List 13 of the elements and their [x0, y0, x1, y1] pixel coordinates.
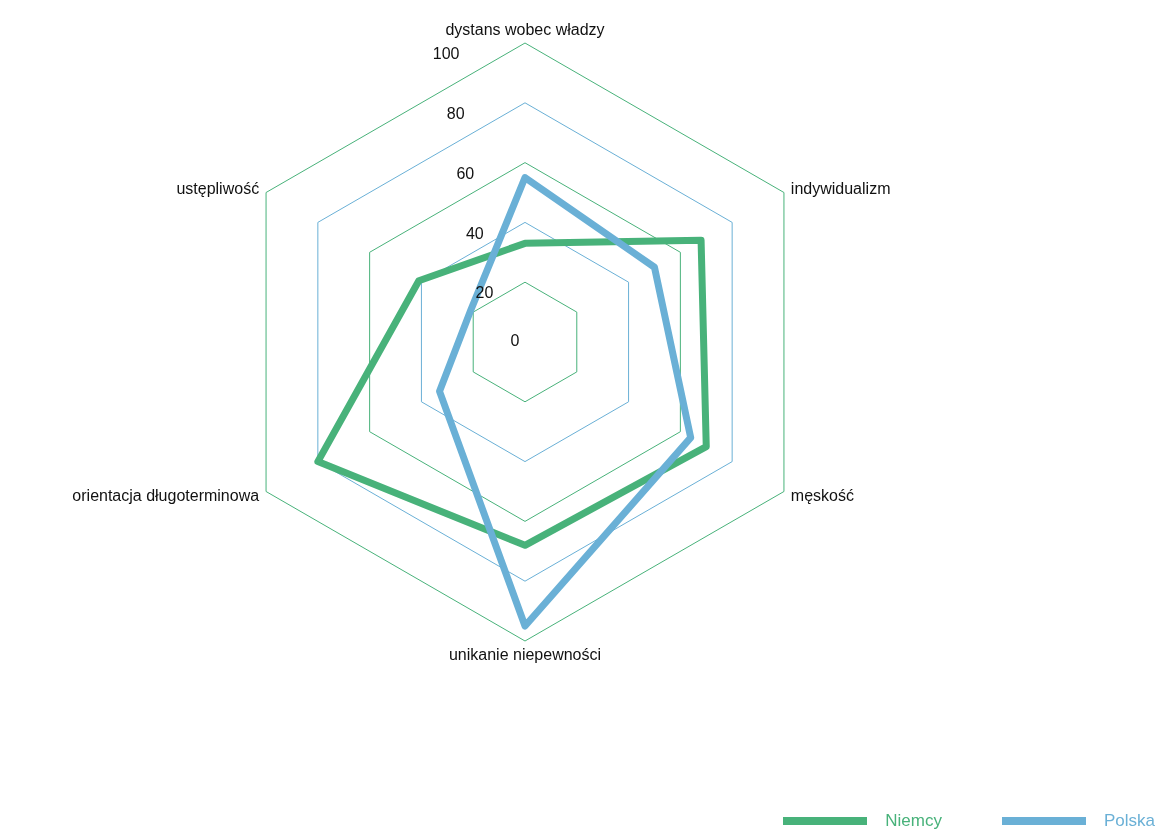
spoke-label: dystans wobec władzy [445, 21, 605, 38]
y-tick-label: 0 [510, 332, 520, 350]
y-tick-label: 60 [456, 164, 475, 182]
y-tick-label: 80 [446, 105, 465, 123]
spoke-label: unikanie niepewności [448, 646, 602, 664]
spoke-label: orientacja długoterminowa [72, 487, 260, 505]
y-tick-label: 100 [432, 45, 460, 63]
legend-label: Polska [1103, 811, 1155, 831]
spoke-label: męskość [790, 487, 854, 505]
y-tick-label: 40 [465, 224, 484, 242]
spoke-label: indywidualizm [790, 180, 891, 198]
spoke-label: ustępliwość [176, 180, 260, 198]
legend-label: Niemcy [885, 811, 942, 831]
